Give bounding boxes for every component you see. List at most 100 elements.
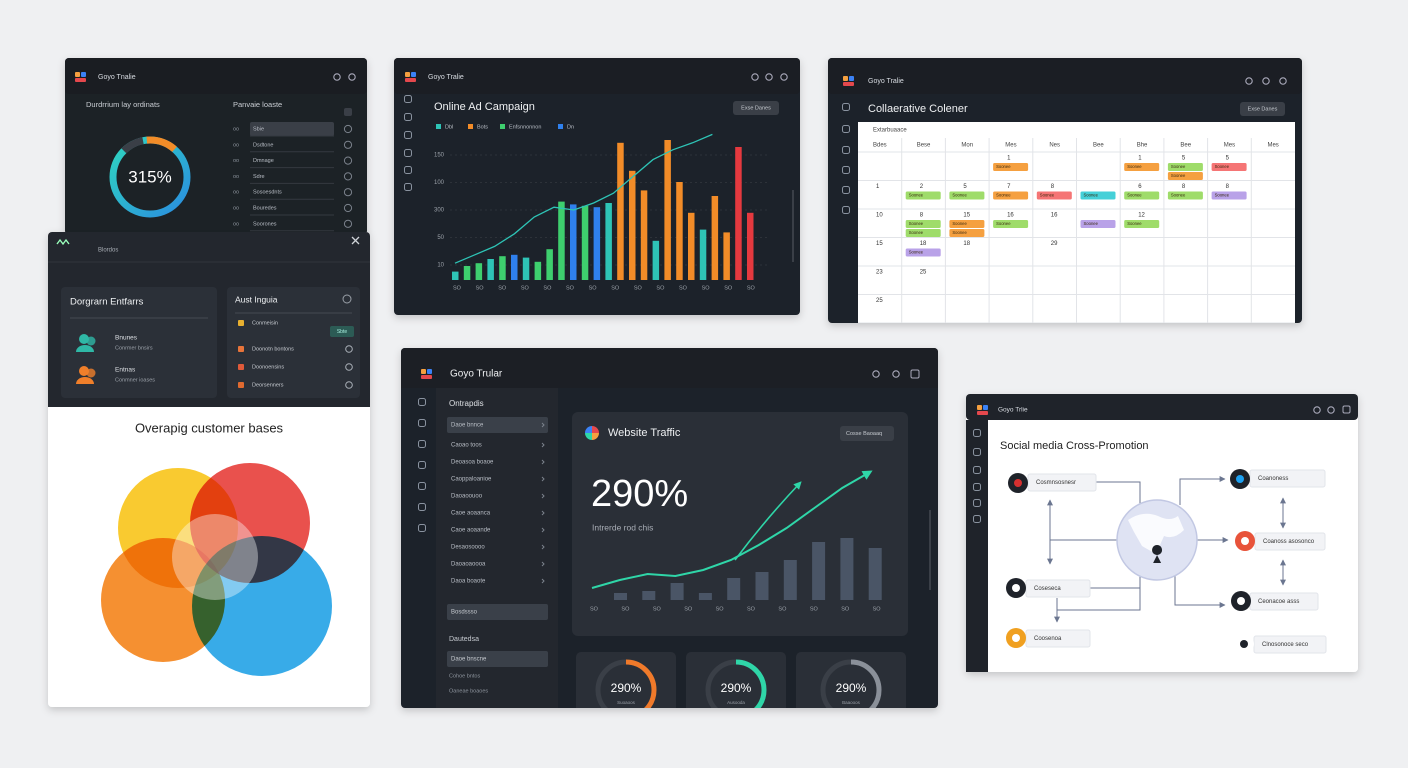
window-control[interactable] xyxy=(1245,77,1253,85)
window-control[interactable] xyxy=(1262,77,1270,85)
window-control[interactable] xyxy=(333,73,341,81)
event-label: Soonee xyxy=(1215,193,1230,198)
sidebar-icon[interactable] xyxy=(418,503,426,511)
sidebar-icon[interactable] xyxy=(418,524,426,532)
bar xyxy=(463,266,471,280)
sidebar-icon[interactable] xyxy=(973,499,981,507)
event-chip[interactable] xyxy=(905,220,941,228)
event-chip[interactable] xyxy=(1167,191,1203,200)
button[interactable] xyxy=(840,426,894,441)
window-control[interactable] xyxy=(348,73,356,81)
sidebar-icon[interactable] xyxy=(973,515,981,523)
sidebar-icon[interactable] xyxy=(842,125,850,133)
event-chip[interactable] xyxy=(949,191,985,200)
window-control[interactable] xyxy=(1342,405,1351,414)
sidebar-icon[interactable] xyxy=(418,461,426,469)
event-chip[interactable] xyxy=(949,220,985,228)
window-control[interactable] xyxy=(1279,77,1287,85)
event-chip[interactable] xyxy=(1036,191,1072,200)
item-radio[interactable] xyxy=(345,345,353,353)
event-chip[interactable] xyxy=(993,163,1029,171)
sidebar-icon[interactable] xyxy=(404,131,412,139)
event-chip[interactable] xyxy=(905,248,941,257)
event-chip[interactable] xyxy=(1124,163,1160,171)
sidebar-icon[interactable] xyxy=(973,429,981,437)
window-control[interactable] xyxy=(892,370,900,378)
sidebar-icon[interactable] xyxy=(404,95,412,103)
settings-icon[interactable] xyxy=(342,294,352,304)
button[interactable] xyxy=(1240,102,1285,116)
list-radio[interactable] xyxy=(343,124,353,134)
close-icon[interactable] xyxy=(351,236,360,245)
nav-active[interactable] xyxy=(447,417,548,433)
sidebar-icon[interactable] xyxy=(842,103,850,111)
sidebar-icon[interactable] xyxy=(404,166,412,174)
event-chip[interactable] xyxy=(993,220,1029,228)
list-radio[interactable] xyxy=(343,188,353,197)
select-box[interactable] xyxy=(447,651,548,667)
event-chip[interactable] xyxy=(905,191,941,200)
window-control[interactable] xyxy=(872,370,880,378)
sidebar-icon[interactable] xyxy=(842,206,850,214)
node-glyph xyxy=(1236,475,1244,483)
event-chip[interactable] xyxy=(1211,191,1247,200)
list-radio[interactable] xyxy=(343,219,353,228)
brand: Goyo Trular xyxy=(450,369,503,380)
sidebar-icon[interactable] xyxy=(973,448,981,456)
event-chip[interactable] xyxy=(1124,191,1160,200)
card-title: Website Traffic xyxy=(608,427,681,439)
item-label: Deorsenners xyxy=(252,382,284,388)
event-label: Soonee xyxy=(1171,164,1186,169)
bar xyxy=(546,249,553,280)
window-control[interactable] xyxy=(910,369,920,379)
select-box[interactable] xyxy=(447,604,548,620)
event-chip[interactable] xyxy=(993,191,1029,200)
window-control[interactable] xyxy=(1327,406,1335,414)
event-chip[interactable] xyxy=(1167,172,1203,180)
event-chip[interactable] xyxy=(1080,220,1116,228)
nav-item: Daoaoouoo xyxy=(451,494,483,500)
sidebar-icon[interactable] xyxy=(842,186,850,194)
person-name: Bnunes xyxy=(115,335,138,342)
weekday: Mes xyxy=(1005,143,1016,149)
button[interactable] xyxy=(330,326,354,337)
logo-part xyxy=(421,375,432,379)
sidebar-icon[interactable] xyxy=(973,466,981,474)
window-control[interactable] xyxy=(1313,406,1321,414)
bar xyxy=(723,232,730,280)
list-radio[interactable] xyxy=(343,156,353,165)
item-radio[interactable] xyxy=(345,363,353,371)
bar xyxy=(699,229,707,280)
sidebar-icon[interactable] xyxy=(418,398,426,406)
sidebar-icon[interactable] xyxy=(973,483,981,491)
window-control[interactable] xyxy=(751,73,759,81)
list-radio[interactable] xyxy=(343,203,353,213)
button[interactable] xyxy=(733,101,779,115)
event-chip[interactable] xyxy=(949,229,985,237)
item-radio[interactable] xyxy=(345,381,353,389)
sidebar-icon[interactable] xyxy=(404,149,412,157)
sidebar-icon[interactable] xyxy=(404,113,412,121)
list-key: oo xyxy=(233,205,239,211)
sidebar-icon[interactable] xyxy=(404,183,412,191)
list-radio[interactable] xyxy=(343,140,353,149)
event-chip[interactable] xyxy=(1211,163,1247,171)
connector xyxy=(1174,575,1226,608)
sidebar-icon[interactable] xyxy=(418,440,426,448)
scroll-control[interactable] xyxy=(344,108,352,116)
sidebar-icon[interactable] xyxy=(842,166,850,174)
sidebar-icon[interactable] xyxy=(842,146,850,154)
sidebar-icon[interactable] xyxy=(418,482,426,490)
list-radio[interactable] xyxy=(343,172,353,181)
event-chip[interactable] xyxy=(1080,191,1116,200)
event-chip[interactable] xyxy=(1167,163,1203,171)
event-chip[interactable] xyxy=(1124,220,1160,228)
sidebar-icon[interactable] xyxy=(418,419,426,427)
window-control[interactable] xyxy=(765,73,773,81)
button-label: Exse Danes xyxy=(741,105,771,111)
node-glyph xyxy=(1237,597,1245,605)
bar xyxy=(642,591,656,600)
window-control[interactable] xyxy=(780,73,788,81)
select-value: Daoe bnscne xyxy=(451,657,487,663)
event-chip[interactable] xyxy=(905,229,941,237)
